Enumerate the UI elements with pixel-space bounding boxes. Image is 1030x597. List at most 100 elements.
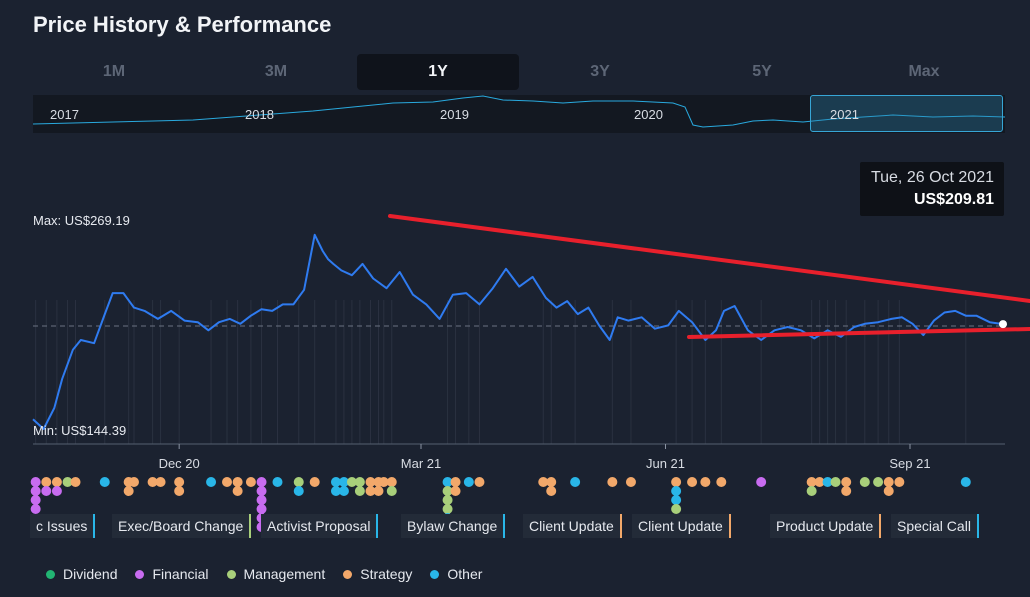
event-dot-management[interactable]	[442, 486, 453, 496]
event-dot-strategy[interactable]	[625, 477, 636, 487]
legend-item-strategy[interactable]: Strategy	[343, 566, 412, 582]
event-dot-strategy[interactable]	[450, 486, 461, 496]
event-dot-other[interactable]	[272, 477, 283, 487]
event-dot-strategy[interactable]	[41, 477, 52, 487]
tab-max[interactable]: Max	[908, 63, 940, 80]
event-dot-management[interactable]	[386, 486, 397, 496]
event-dot-financial[interactable]	[256, 477, 267, 487]
event-dot-financial[interactable]	[30, 477, 41, 487]
event-dot-other[interactable]	[671, 495, 682, 505]
event-dot-strategy[interactable]	[474, 477, 485, 487]
event-dot-strategy[interactable]	[546, 486, 557, 496]
event-label-bylaw-change[interactable]: Bylaw Change	[401, 514, 506, 538]
event-dot-financial[interactable]	[256, 495, 267, 505]
event-dot-strategy[interactable]	[814, 477, 825, 487]
event-dot-management[interactable]	[293, 477, 304, 487]
legend-item-dividend[interactable]: Dividend	[46, 566, 117, 582]
event-dot-strategy[interactable]	[607, 477, 618, 487]
event-dot-strategy[interactable]	[450, 477, 461, 487]
event-dot-strategy[interactable]	[716, 477, 727, 487]
event-label-client-update-1[interactable]: Client Update	[523, 514, 622, 538]
current-point-marker	[999, 320, 1007, 329]
overview-navigator[interactable]: 2017 2018 2019 2020 2021	[33, 95, 1005, 133]
tab-1y[interactable]: 1Y	[357, 54, 519, 90]
event-dot-strategy[interactable]	[245, 477, 256, 487]
event-dot-strategy[interactable]	[883, 486, 894, 496]
event-dot-strategy[interactable]	[546, 477, 557, 487]
event-dot-other[interactable]	[338, 486, 349, 496]
event-label-exec-board-change[interactable]: Exec/Board Change	[112, 514, 252, 538]
event-dot-management[interactable]	[354, 477, 365, 487]
event-dot-strategy[interactable]	[232, 486, 243, 496]
event-dot-other[interactable]	[570, 477, 581, 487]
event-label-activist-proposal[interactable]: Activist Proposal	[261, 514, 379, 538]
event-dot-other[interactable]	[671, 486, 682, 496]
event-dot-other[interactable]	[293, 486, 304, 496]
event-dot-strategy[interactable]	[894, 477, 905, 487]
event-dot-strategy[interactable]	[841, 477, 852, 487]
event-dot-financial[interactable]	[256, 504, 267, 514]
event-dot-strategy[interactable]	[378, 477, 389, 487]
event-label-issues[interactable]: c Issues	[30, 514, 96, 538]
event-label-special-call[interactable]: Special Call	[891, 514, 979, 538]
event-dot-management[interactable]	[442, 495, 453, 505]
event-dot-strategy[interactable]	[365, 486, 376, 496]
event-dot-management[interactable]	[859, 477, 870, 487]
event-dot-strategy[interactable]	[538, 477, 549, 487]
event-dot-management[interactable]	[442, 504, 453, 514]
event-dot-strategy[interactable]	[841, 486, 852, 496]
event-dot-financial[interactable]	[30, 486, 41, 496]
event-dot-strategy[interactable]	[155, 477, 166, 487]
event-dot-strategy[interactable]	[671, 477, 682, 487]
event-dot-financial[interactable]	[756, 477, 767, 487]
event-dot-management[interactable]	[354, 486, 365, 496]
event-dot-strategy[interactable]	[123, 486, 134, 496]
event-dot-financial[interactable]	[30, 504, 41, 514]
tab-3y[interactable]: 3Y	[590, 63, 610, 80]
event-dot-management[interactable]	[62, 477, 73, 487]
event-dot-strategy[interactable]	[806, 477, 817, 487]
event-dot-strategy[interactable]	[365, 477, 376, 487]
legend-item-financial[interactable]: Financial	[135, 566, 209, 582]
event-dot-strategy[interactable]	[222, 477, 232, 487]
event-label-client-update-2[interactable]: Client Update	[632, 514, 731, 538]
event-dot-strategy[interactable]	[309, 477, 320, 487]
event-dot-strategy[interactable]	[70, 477, 81, 487]
event-dot-other[interactable]	[99, 477, 110, 487]
event-dot-strategy[interactable]	[373, 486, 384, 496]
event-dot-financial[interactable]	[30, 495, 41, 505]
event-dot-strategy[interactable]	[700, 477, 711, 487]
event-dot-strategy[interactable]	[232, 477, 243, 487]
event-dot-strategy[interactable]	[147, 477, 158, 487]
event-dot-management[interactable]	[671, 504, 682, 514]
event-dot-other[interactable]	[822, 477, 833, 487]
event-label-product-update[interactable]: Product Update	[770, 514, 882, 538]
event-dot-other[interactable]	[338, 477, 349, 487]
event-dot-other[interactable]	[330, 486, 341, 496]
event-dot-financial[interactable]	[256, 486, 267, 496]
event-dot-financial[interactable]	[51, 486, 62, 496]
event-dot-financial[interactable]	[41, 486, 52, 496]
event-dot-other[interactable]	[206, 477, 217, 487]
tab-3m[interactable]: 3M	[264, 63, 288, 80]
event-dot-other[interactable]	[442, 477, 453, 487]
legend-item-management[interactable]: Management	[226, 566, 325, 582]
event-dot-other[interactable]	[330, 477, 341, 487]
event-dot-other[interactable]	[960, 477, 971, 487]
event-dot-management[interactable]	[830, 477, 841, 487]
legend-item-other[interactable]: Other	[430, 566, 482, 582]
event-dot-strategy[interactable]	[51, 477, 62, 487]
overview-selection-window[interactable]	[810, 95, 1003, 132]
event-dot-management[interactable]	[346, 477, 357, 487]
event-dot-strategy[interactable]	[386, 477, 397, 487]
event-dot-management[interactable]	[806, 486, 817, 496]
event-dot-strategy[interactable]	[174, 486, 185, 496]
event-dot-strategy[interactable]	[128, 477, 139, 487]
event-dot-other[interactable]	[463, 477, 474, 487]
event-dot-strategy[interactable]	[174, 477, 185, 487]
tab-1m[interactable]: 1M	[102, 63, 126, 80]
event-dot-strategy[interactable]	[687, 477, 698, 487]
event-dot-management[interactable]	[873, 477, 884, 487]
event-dot-strategy[interactable]	[883, 477, 894, 487]
tab-5y[interactable]: 5Y	[752, 63, 772, 80]
